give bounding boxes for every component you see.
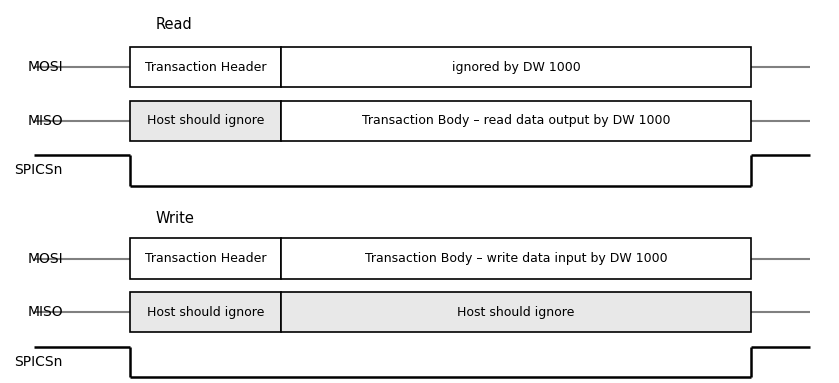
Text: Host should ignore: Host should ignore	[457, 306, 575, 319]
Text: Read: Read	[155, 17, 192, 33]
Text: SPICSn: SPICSn	[14, 164, 63, 177]
Bar	[281, 47, 751, 87]
Text: Transaction Body – write data input by DW 1000: Transaction Body – write data input by D…	[365, 252, 667, 265]
Text: Transaction Header: Transaction Header	[145, 61, 266, 74]
Text: Transaction Body – read data output by DW 1000: Transaction Body – read data output by D…	[362, 114, 670, 127]
Text: Write: Write	[155, 211, 194, 226]
Text: SPICSn: SPICSn	[14, 355, 63, 369]
Bar	[281, 238, 751, 279]
Bar	[281, 292, 751, 332]
Text: MOSI: MOSI	[28, 252, 63, 265]
Text: Host should ignore: Host should ignore	[147, 114, 264, 127]
Text: MOSI: MOSI	[28, 60, 63, 74]
Bar	[281, 100, 751, 141]
Bar	[130, 100, 281, 141]
Bar	[130, 292, 281, 332]
Bar	[130, 238, 281, 279]
Text: MISO: MISO	[28, 305, 63, 319]
Text: ignored by DW 1000: ignored by DW 1000	[451, 61, 581, 74]
Text: Host should ignore: Host should ignore	[147, 306, 264, 319]
Text: Transaction Header: Transaction Header	[145, 252, 266, 265]
Bar	[130, 47, 281, 87]
Text: MISO: MISO	[28, 114, 63, 128]
